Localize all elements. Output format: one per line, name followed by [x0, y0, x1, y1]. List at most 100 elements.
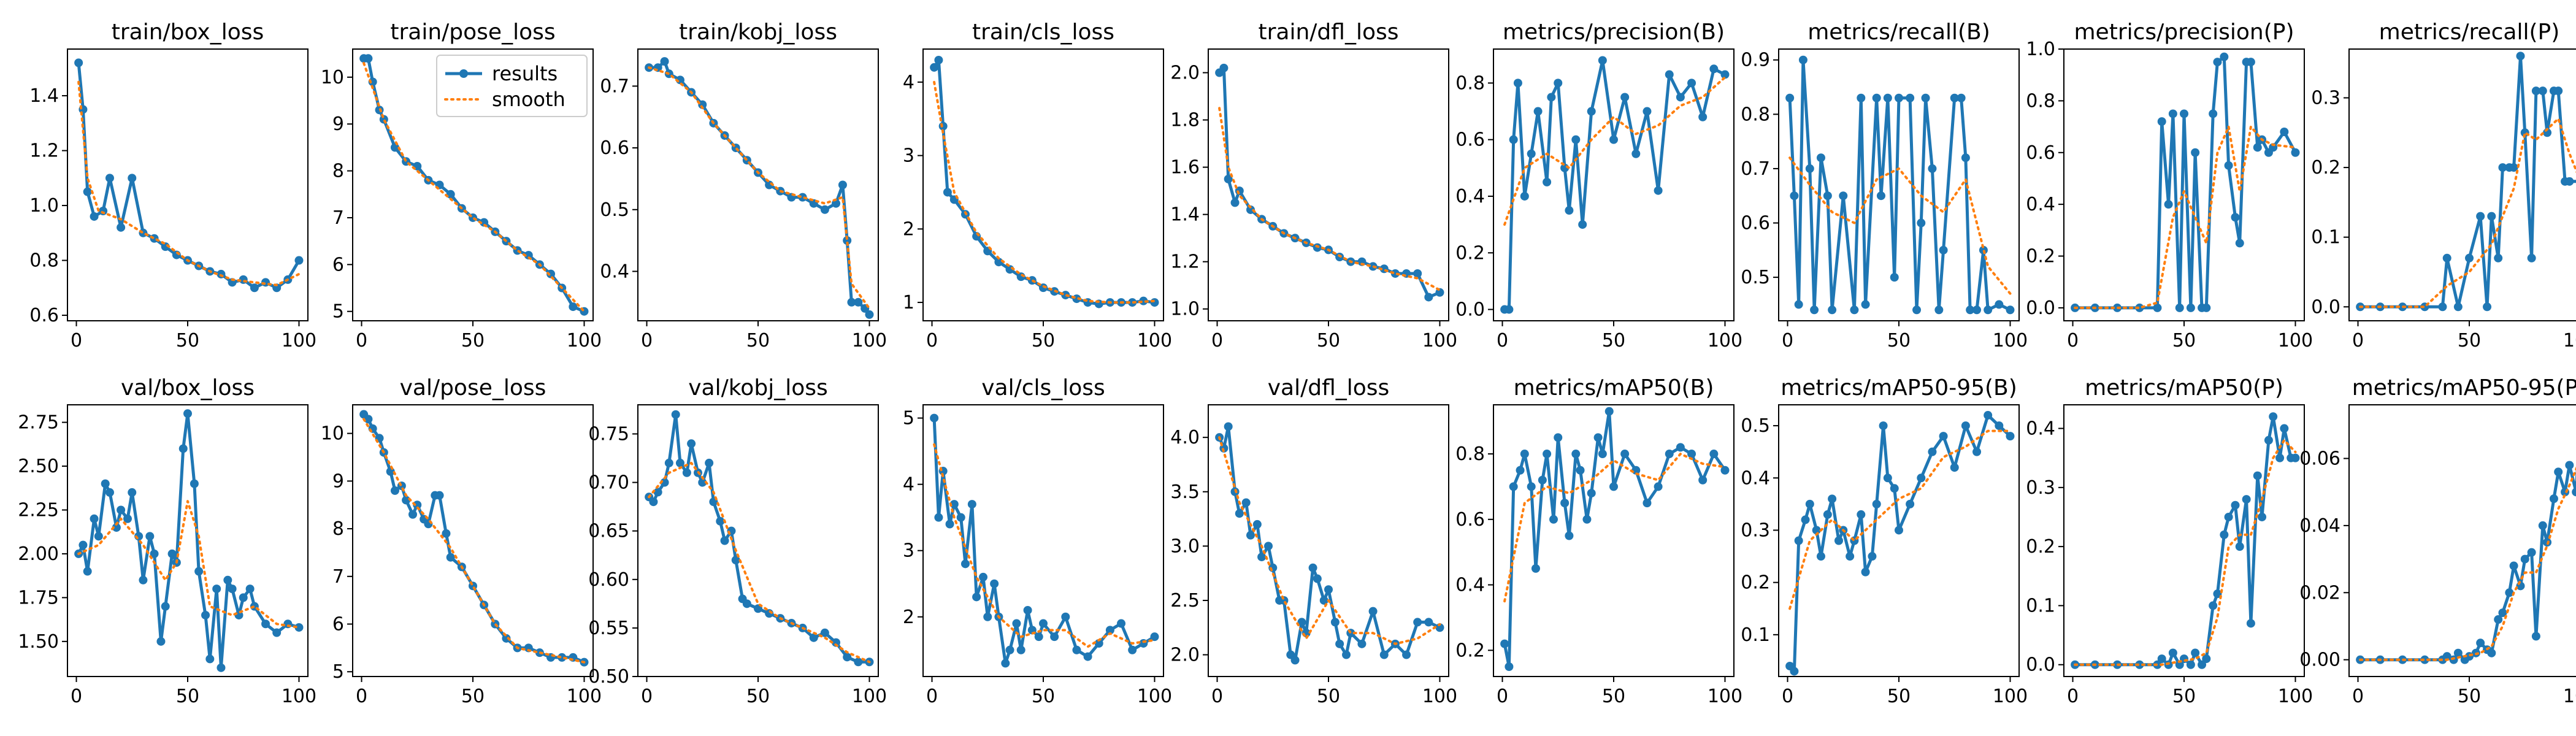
y-tick-label: 0.60 [588, 569, 629, 591]
results-data-point [1906, 499, 1915, 508]
panel-title: val/pose_loss [400, 375, 546, 401]
x-tick-label: 50 [461, 686, 485, 707]
results-data-point [105, 488, 114, 497]
y-tick-label: 9 [332, 113, 344, 135]
results-data-point [930, 63, 939, 72]
results-data-point [183, 409, 192, 418]
results-data-point [1995, 421, 2004, 431]
results-data-point [1246, 531, 1255, 540]
x-tick-label: 100 [1708, 330, 1742, 351]
y-tick-label: 2.0 [1170, 63, 1200, 84]
results-data-point [649, 497, 658, 507]
y-tick-label: 0.70 [588, 472, 629, 494]
results-data-point [1520, 450, 1529, 459]
results-series-line [1503, 59, 1727, 311]
results-data-point [2186, 660, 2195, 669]
results-data-point [2572, 488, 2576, 497]
results-data-point [1598, 450, 1607, 459]
y-tick-label: 5 [332, 661, 344, 683]
y-tick-label: 0.1 [2026, 595, 2055, 616]
y-tick-label: 0.4 [2026, 194, 2055, 215]
results-data-point [2509, 561, 2518, 570]
panel-title: metrics/mAP50-95(B) [1781, 375, 2017, 401]
results-data-point [2135, 303, 2144, 312]
x-tick-label: 50 [2172, 330, 2196, 351]
results-data-point [1297, 618, 1306, 627]
results-data-point [1961, 421, 1970, 431]
x-tick-label: 50 [2458, 330, 2481, 351]
y-tick-label: 0.6 [2026, 142, 2055, 164]
results-data-point [2483, 302, 2492, 312]
smooth-series-line [2074, 125, 2297, 309]
results-data-point [1083, 652, 1092, 661]
results-data-point [2235, 542, 2244, 551]
y-tick-label: 0.6 [1741, 213, 1770, 234]
results-data-point [205, 654, 215, 664]
plot-frame [1493, 404, 1735, 677]
results-data-point [1846, 552, 1855, 561]
results-data-point [1643, 107, 1652, 116]
panel-title: train/kobj_loss [679, 20, 837, 45]
x-tick-label: 50 [746, 686, 770, 707]
y-tick-label: 2.50 [18, 456, 59, 477]
results-data-point [2153, 303, 2162, 312]
results-data-point [1547, 93, 1556, 102]
results-data-point [1895, 93, 1903, 102]
results-data-point [2487, 212, 2496, 221]
results-series-line [77, 412, 301, 670]
results-data-point [972, 592, 981, 602]
results-series-line [647, 413, 871, 664]
results-data-point [2453, 648, 2463, 657]
results-data-point [2565, 461, 2574, 470]
results-data-point [2246, 619, 2255, 628]
x-tick-label: 0 [71, 330, 82, 351]
results-data-point [1582, 515, 1592, 524]
results-data-point [1061, 612, 1070, 621]
results-data-point [1424, 618, 1433, 627]
results-data-point [1984, 305, 1993, 315]
y-tick-label: 1.6 [1170, 157, 1200, 178]
results-data-point [2505, 588, 2514, 597]
y-tick-label: 0.3 [2026, 477, 2055, 499]
results-data-point [731, 556, 740, 565]
panel-title: val/dfl_loss [1268, 375, 1390, 401]
results-data-point [223, 575, 232, 585]
results-data-point [128, 488, 137, 497]
results-data-point [1676, 93, 1685, 102]
results-data-point [2420, 655, 2429, 664]
x-tick-label: 50 [2172, 686, 2196, 707]
results-data-point [2453, 302, 2463, 312]
results-data-point [1798, 55, 1807, 64]
results-data-point [2538, 86, 2547, 96]
results-data-point [2264, 435, 2273, 445]
results-data-point [1872, 499, 1881, 508]
results-data-point [2494, 253, 2503, 263]
results-data-point [79, 540, 88, 550]
y-tick-label: 0.02 [2299, 582, 2340, 604]
plot-frame [637, 404, 879, 677]
y-tick-label: 1.0 [1170, 299, 1200, 320]
y-tick-label: 7 [332, 566, 344, 588]
results-data-point [1950, 93, 1959, 102]
results-data-point [1094, 638, 1103, 648]
results-data-point [2531, 632, 2540, 641]
y-tick-label: 5 [332, 301, 344, 323]
results-data-point [2554, 467, 2563, 477]
results-data-point [364, 415, 373, 424]
results-data-point [408, 510, 417, 519]
results-data-point [934, 513, 943, 522]
results-data-point [1357, 639, 1367, 648]
x-tick-label: 100 [282, 330, 316, 351]
results-data-point [1390, 269, 1400, 278]
results-data-point [1264, 542, 1273, 551]
x-tick-label: 100 [852, 330, 887, 351]
x-tick-label: 50 [1887, 686, 1911, 707]
y-tick-label: 1.8 [1170, 110, 1200, 131]
results-data-point [546, 269, 556, 278]
y-tick-label: 0.50 [588, 666, 629, 688]
results-data-point [1505, 305, 1514, 314]
results-data-point [2175, 303, 2184, 312]
results-data-point [1117, 619, 1126, 628]
results-data-point [1290, 656, 1300, 665]
results-data-point [123, 514, 132, 523]
